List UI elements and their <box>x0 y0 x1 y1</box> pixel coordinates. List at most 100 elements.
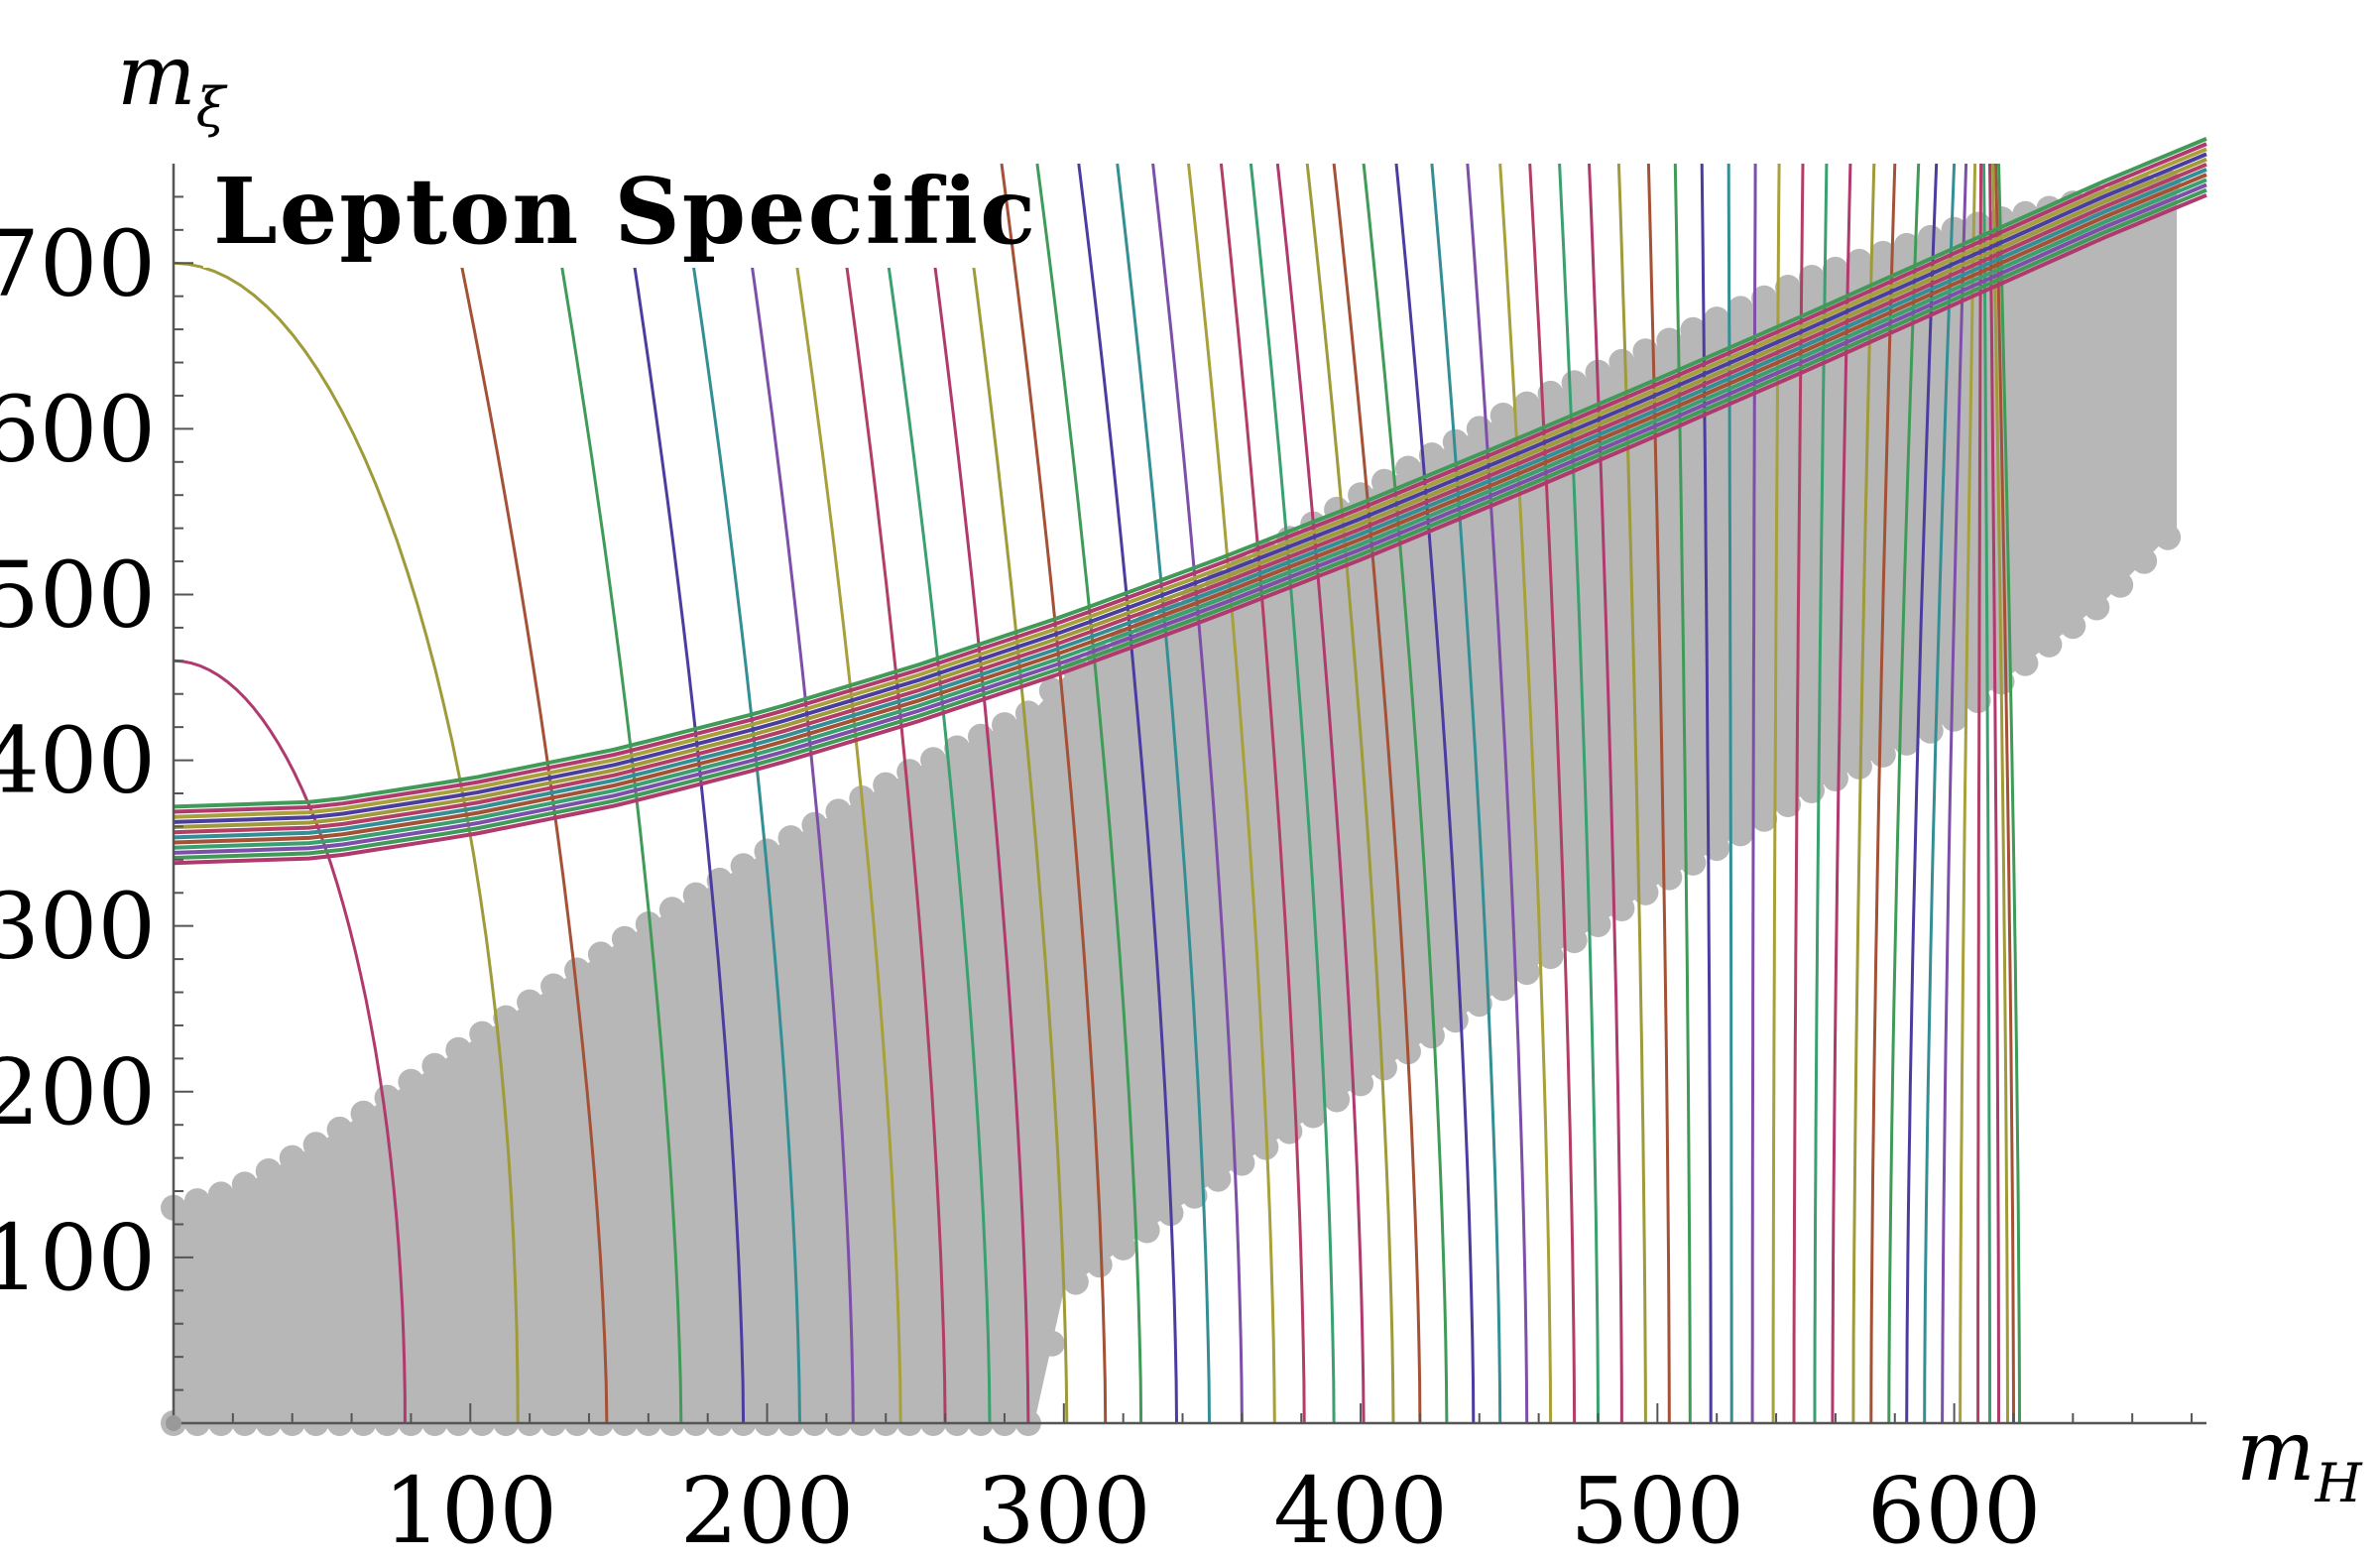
shaded-region-point <box>1704 835 1730 862</box>
shaded-region-point <box>1537 943 1564 970</box>
contour-line <box>1976 163 1983 1423</box>
shaded-region-point <box>540 973 567 1000</box>
shaded-region-point <box>1893 729 1920 756</box>
shaded-region-point <box>469 1021 496 1047</box>
shaded-region-point <box>1585 911 1611 937</box>
diagonal-band-layer <box>173 137 2207 866</box>
diagonal-band-line <box>173 157 2207 829</box>
contour-line <box>1997 163 2021 1424</box>
x-axis-label-main: m <box>2236 1402 2316 1500</box>
shaded-region-point <box>1775 791 1801 817</box>
shaded-region-point <box>445 1036 472 1063</box>
shaded-region-point <box>350 1100 377 1127</box>
shaded-region-point <box>517 989 543 1016</box>
contour-line <box>1851 163 1876 1424</box>
shaded-region-point <box>1893 232 1920 259</box>
y-tick-label: 500 <box>0 541 156 648</box>
shaded-region-point <box>231 1171 258 1198</box>
contour-line <box>919 163 1030 1424</box>
shaded-region-point <box>183 1188 210 1215</box>
shaded-region-point <box>1775 275 1801 300</box>
y-axis-label-main: m <box>117 27 196 124</box>
shaded-region-point <box>279 1144 305 1171</box>
shaded-region-point <box>374 1084 401 1111</box>
shaded-region-point <box>1205 1165 1232 1192</box>
shaded-region-point <box>1822 256 1848 283</box>
contour-line <box>1275 163 1366 1424</box>
contour-line <box>173 659 407 1424</box>
y-tick-label: 200 <box>0 1039 156 1145</box>
x-axis-label: mH <box>2236 1402 2363 1514</box>
shaded-region-point <box>1941 216 1967 243</box>
shaded-region-point <box>1418 1022 1445 1049</box>
diagonal-band-line <box>173 192 2207 866</box>
contour-line <box>1219 163 1306 1424</box>
diagonal-band-line <box>173 152 2207 824</box>
diagonal-band-line <box>173 142 2207 814</box>
shaded-region-point <box>1489 403 1516 428</box>
shaded-region-point <box>1941 705 1967 732</box>
shaded-region-point <box>1822 766 1848 791</box>
shaded-region-point <box>1489 975 1516 1002</box>
shaded-region-point <box>1917 224 1944 251</box>
shaded-region-point <box>1680 849 1707 876</box>
x-tick-label: 400 <box>1273 1458 1448 1562</box>
contour-line <box>1941 163 1968 1424</box>
shaded-region-point <box>1086 1252 1113 1278</box>
shaded-region-point <box>2107 571 2134 598</box>
shaded-region-point <box>754 838 780 865</box>
y-tick-label: 300 <box>0 874 156 980</box>
contour-line <box>780 163 902 1424</box>
x-tick-label: 600 <box>1867 1458 2042 1562</box>
contour-line <box>1887 163 1921 1424</box>
shaded-region-point <box>1561 370 1588 397</box>
diagonal-band-line <box>173 178 2207 850</box>
shaded-region-point <box>730 853 757 880</box>
shaded-region-point <box>1632 879 1659 905</box>
contour-line <box>1558 163 1600 1424</box>
contour-line <box>1959 163 1977 1424</box>
shaded-region-point <box>1917 717 1944 744</box>
shaded-region-point <box>1133 1217 1160 1244</box>
shaded-region-point <box>1799 778 1825 803</box>
contour-line <box>1332 163 1422 1424</box>
shaded-region-point <box>1656 864 1683 891</box>
contour-line <box>1116 163 1211 1424</box>
contour-line <box>1905 163 1939 1424</box>
contour-line <box>1528 163 1577 1424</box>
contour-line <box>1249 163 1336 1424</box>
shaded-region-point <box>1300 1102 1327 1129</box>
shaded-region-point <box>1680 316 1707 343</box>
contour-line <box>1988 163 2000 1423</box>
shaded-region-point <box>992 712 1017 739</box>
shaded-region-point <box>1751 805 1778 832</box>
shaded-region-point <box>1513 391 1540 418</box>
contour-line <box>1588 163 1623 1424</box>
shaded-region-point <box>635 911 661 937</box>
shaded-region-point <box>1869 240 1896 267</box>
x-tick-label: 200 <box>680 1458 855 1562</box>
shaded-region-point <box>255 1158 282 1184</box>
contour-line <box>1923 163 1957 1424</box>
origin-point <box>166 1415 181 1431</box>
shaded-region-point <box>1608 348 1635 375</box>
contour-line <box>830 163 947 1424</box>
shaded-region-point <box>1276 1118 1303 1144</box>
diagonal-band-line <box>173 187 2207 860</box>
shaded-region-point <box>777 825 804 852</box>
shaded-region-point <box>1799 265 1825 291</box>
shaded-region-point <box>587 941 614 968</box>
shaded-region-point <box>1418 442 1445 469</box>
shaded-region-point <box>1442 1007 1469 1033</box>
shaded-region-point <box>302 1132 329 1158</box>
shaded-region-point <box>1845 248 1872 275</box>
shaded-region-point <box>1038 1330 1065 1357</box>
contour-line <box>1394 163 1476 1424</box>
shaded-region-point <box>2083 594 2110 621</box>
shaded-region-point <box>1704 306 1730 333</box>
diagonal-band-line <box>173 168 2207 840</box>
diagonal-band-line <box>173 162 2207 835</box>
shaded-region-point <box>1751 285 1778 311</box>
shaded-region-point <box>1466 991 1492 1018</box>
shaded-region-point <box>1110 1234 1136 1261</box>
